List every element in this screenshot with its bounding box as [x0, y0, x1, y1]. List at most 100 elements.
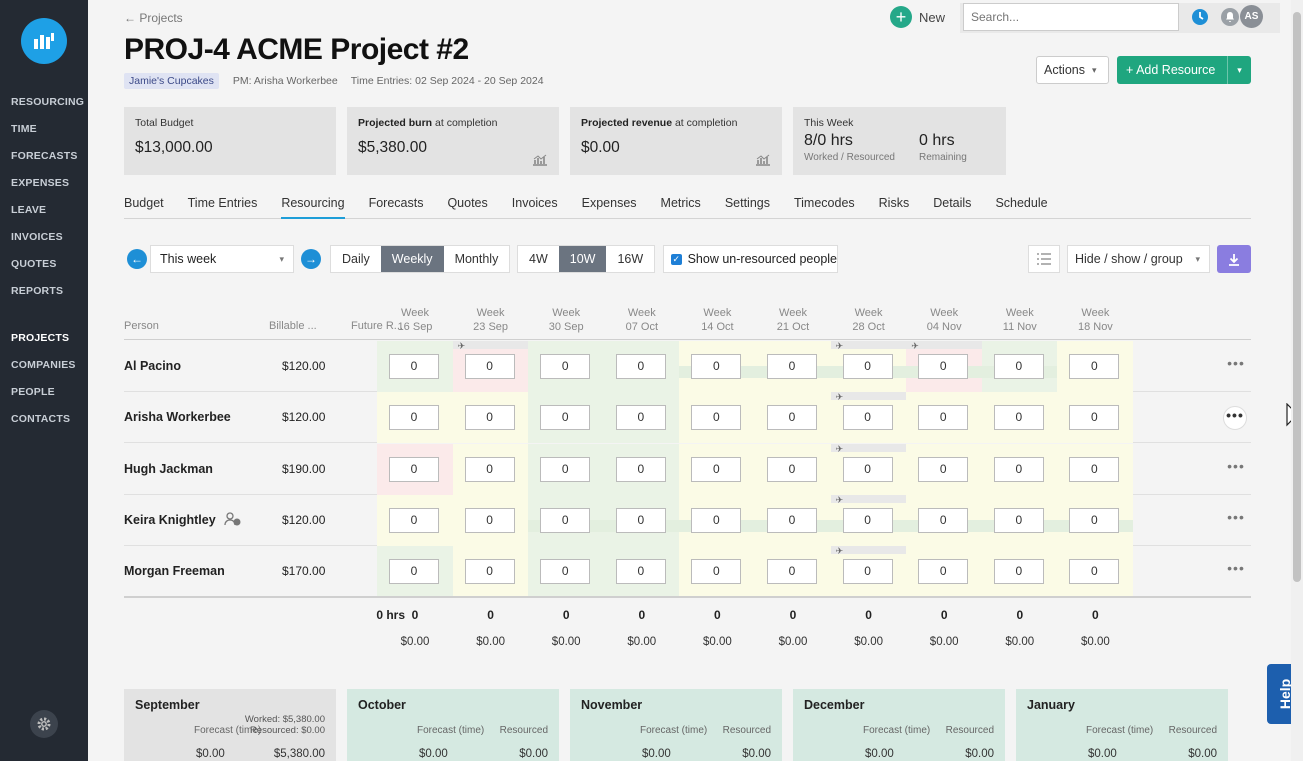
hours-input[interactable]: 0	[464, 354, 515, 379]
hours-input[interactable]: 0	[1069, 507, 1120, 533]
row-menu-icon[interactable]: •••	[1227, 560, 1245, 577]
hours-input[interactable]: 0	[842, 354, 893, 379]
back-to-projects-link[interactable]: ← Projects	[124, 11, 183, 25]
checkbox-checked-icon[interactable]: ✓	[671, 253, 682, 265]
hours-input[interactable]: 0	[1069, 405, 1120, 431]
hide-show-group-select[interactable]: Hide / show / group ▾	[1067, 245, 1210, 273]
hours-input[interactable]: 0	[1069, 559, 1120, 585]
nav-contacts[interactable]: CONTACTS	[11, 413, 71, 425]
hours-input[interactable]: 0	[691, 507, 742, 533]
hours-input[interactable]: 0	[918, 456, 969, 482]
hours-input[interactable]: 0	[993, 405, 1044, 431]
nav-leave[interactable]: LEAVE	[11, 204, 47, 216]
span-4w[interactable]: 4W	[529, 252, 548, 266]
tab-quotes[interactable]: Quotes	[447, 196, 488, 210]
tab-resourcing[interactable]: Resourcing	[281, 196, 345, 219]
hours-input[interactable]: 0	[540, 405, 591, 431]
person-name[interactable]: Al Pacino	[124, 359, 181, 373]
chart-icon[interactable]	[755, 152, 771, 166]
person-name[interactable]: Hugh Jackman	[124, 461, 213, 476]
hours-input[interactable]: 0	[615, 405, 666, 431]
hours-input[interactable]: 0	[993, 507, 1044, 533]
tab-timecodes[interactable]: Timecodes	[793, 196, 855, 210]
bell-icon[interactable]	[1220, 7, 1240, 27]
hours-input[interactable]: 0	[842, 456, 893, 482]
period-select[interactable]: This week ▾	[150, 245, 294, 273]
list-view-button[interactable]	[1028, 245, 1060, 273]
nav-people[interactable]: PEOPLE	[11, 386, 55, 398]
hours-input[interactable]: 0	[918, 405, 969, 431]
hours-input[interactable]: 0	[767, 405, 817, 431]
view-monthly[interactable]: Monthly	[454, 252, 499, 266]
timer-icon[interactable]	[1190, 7, 1210, 27]
nav-time[interactable]: TIME	[11, 123, 37, 135]
hours-input[interactable]: 0	[993, 559, 1044, 585]
chevron-down-icon[interactable]: ▾	[1227, 56, 1251, 84]
next-period-button[interactable]: →	[301, 249, 321, 269]
row-menu-icon[interactable]: •••	[1227, 457, 1245, 474]
col-billable[interactable]: Billable ...	[269, 320, 317, 332]
tab-settings[interactable]: Settings	[724, 196, 770, 210]
nav-quotes[interactable]: QUOTES	[11, 258, 57, 270]
hours-input[interactable]: 0	[918, 559, 969, 585]
hours-input[interactable]: 0	[842, 559, 893, 585]
tab-expenses[interactable]: Expenses	[581, 196, 637, 210]
nav-reports[interactable]: REPORTS	[11, 285, 64, 297]
user-avatar[interactable]: AS	[1240, 5, 1263, 28]
add-resource-button[interactable]: + Add Resource ▾	[1117, 56, 1251, 84]
span-16w[interactable]: 16W	[617, 252, 644, 266]
nav-companies[interactable]: COMPANIES	[11, 359, 76, 371]
hours-input[interactable]: 0	[918, 354, 969, 379]
hours-input[interactable]: 0	[464, 405, 515, 431]
nav-projects[interactable]: PROJECTS	[11, 332, 70, 344]
hours-input[interactable]: 0	[464, 559, 515, 585]
hours-input[interactable]: 0	[842, 507, 893, 533]
hours-input[interactable]: 0	[1069, 456, 1120, 482]
hours-input[interactable]: 0	[464, 456, 515, 482]
hours-input[interactable]: 0	[993, 354, 1044, 379]
hours-input[interactable]: 0	[767, 354, 817, 379]
person-name[interactable]: Morgan Freeman	[124, 564, 225, 579]
hours-input[interactable]: 0	[767, 559, 817, 585]
vertical-scrollbar[interactable]	[1291, 0, 1303, 761]
hours-input[interactable]: 0	[918, 507, 969, 533]
show-unresourced-toggle[interactable]: ✓ Show un-resourced people	[663, 245, 838, 273]
hours-input[interactable]: 0	[615, 559, 666, 585]
hours-input[interactable]: 0	[1069, 354, 1120, 379]
scrollbar-thumb[interactable]	[1293, 12, 1301, 582]
hours-input[interactable]: 0	[389, 354, 439, 379]
hours-input[interactable]: 0	[389, 559, 439, 585]
row-menu-icon[interactable]: •••	[1227, 355, 1245, 371]
row-menu-icon[interactable]: •••	[1227, 508, 1245, 525]
span-10w[interactable]: 10W	[558, 246, 607, 272]
hours-input[interactable]: 0	[540, 507, 591, 533]
hours-input[interactable]: 0	[767, 456, 817, 482]
tab-forecasts[interactable]: Forecasts	[368, 196, 424, 210]
col-person[interactable]: Person	[124, 320, 159, 332]
hours-input[interactable]: 0	[540, 456, 591, 482]
col-future[interactable]: Future R...	[351, 320, 403, 332]
hours-input[interactable]: 0	[615, 354, 666, 379]
hours-input[interactable]: 0	[691, 559, 742, 585]
prev-period-button[interactable]: ←	[127, 249, 147, 269]
view-daily[interactable]: Daily	[342, 252, 370, 266]
download-button[interactable]	[1217, 245, 1251, 273]
tab-metrics[interactable]: Metrics	[660, 196, 701, 210]
hours-input[interactable]: 0	[842, 405, 893, 431]
hours-input[interactable]: 0	[615, 456, 666, 482]
tab-risks[interactable]: Risks	[878, 196, 910, 210]
hours-input[interactable]: 0	[389, 456, 439, 482]
new-button[interactable]: + New	[890, 6, 945, 28]
nav-expenses[interactable]: EXPENSES	[11, 177, 70, 189]
client-tag[interactable]: Jamie's Cupcakes	[124, 73, 219, 89]
nav-resourcing[interactable]: RESOURCING	[11, 96, 85, 108]
nav-invoices[interactable]: INVOICES	[11, 231, 63, 243]
tab-schedule[interactable]: Schedule	[995, 196, 1048, 210]
actions-dropdown[interactable]: Actions ▾	[1036, 56, 1109, 84]
tab-budget[interactable]: Budget	[124, 196, 164, 210]
hours-input[interactable]: 0	[615, 507, 666, 533]
nav-forecasts[interactable]: FORECASTS	[11, 150, 78, 162]
hours-input[interactable]: 0	[993, 456, 1044, 482]
view-weekly[interactable]: Weekly	[380, 246, 444, 272]
hours-input[interactable]: 0	[691, 456, 742, 482]
